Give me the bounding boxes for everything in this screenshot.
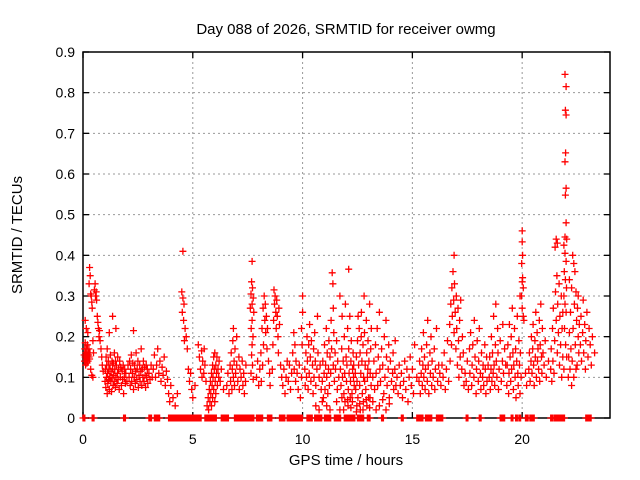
x-tick-label: 10 <box>295 431 311 447</box>
scatter-points <box>79 70 599 422</box>
y-tick-label: 0 <box>67 410 75 426</box>
data-points <box>79 70 599 422</box>
y-tick-label: 0.9 <box>56 44 76 60</box>
y-tick-label: 0.5 <box>56 207 76 223</box>
x-tick-label: 0 <box>79 431 87 447</box>
y-tick-label: 0.1 <box>56 369 76 385</box>
y-tick-label: 0.3 <box>56 288 76 304</box>
y-tick-label: 0.4 <box>56 247 76 263</box>
chart-title: Day 088 of 2026, SRMTID for receiver owm… <box>196 21 495 38</box>
y-tick-label: 0.8 <box>56 85 76 101</box>
x-tick-label: 5 <box>189 431 197 447</box>
y-axis-label: SRMTID / TECUs <box>9 176 26 294</box>
y-tick-label: 0.6 <box>56 166 76 182</box>
y-tick-label: 0.7 <box>56 125 76 141</box>
axis-tick-labels: 0 5 10 15 20 0 0.1 0.2 0.3 0.4 0.5 0.6 0.7 0.8 0.9 <box>56 44 531 447</box>
x-tick-label: 20 <box>514 431 530 447</box>
x-tick-label: 15 <box>405 431 421 447</box>
y-tick-label: 0.2 <box>56 329 76 345</box>
x-axis-label: GPS time / hours <box>289 452 403 469</box>
